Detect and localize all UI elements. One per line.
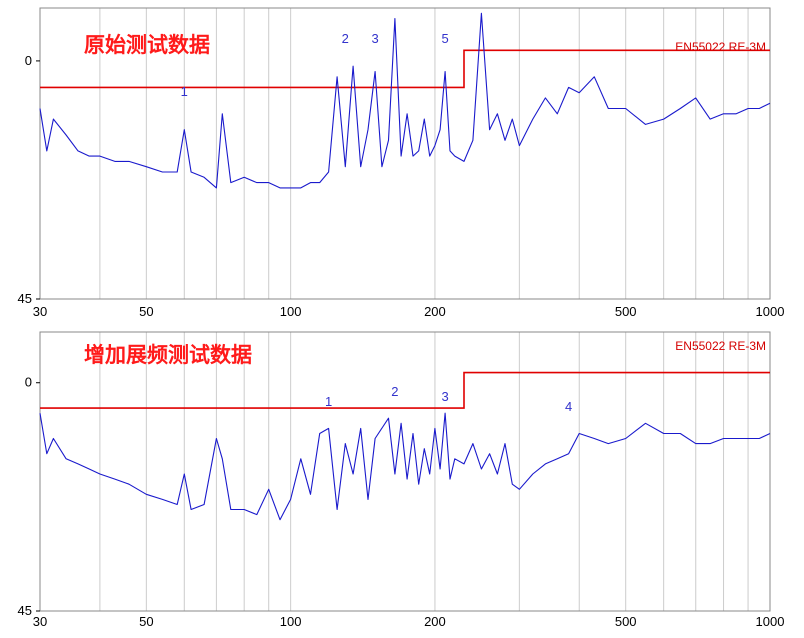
bottom-spectrum-chart: 45 0 30 50 100 200 500 1000 EN55022 RE-3M 1 2 3 4 增加展…: [18, 331, 785, 629]
y-tick-label: 0: [25, 375, 32, 390]
measurement-trace: [39, 412, 771, 521]
plot-area: [40, 8, 770, 299]
x-tick-label: 1000: [756, 304, 785, 319]
plot-frame: [39, 7, 771, 300]
limit-line: [40, 371, 770, 409]
grid-lines: [99, 8, 749, 299]
x-tick-label: 30: [33, 304, 47, 319]
plot-frame: [39, 331, 771, 612]
x-tick-label: 100: [280, 304, 302, 319]
limit-line: [40, 49, 770, 89]
x-tick-label: 30: [33, 614, 47, 629]
limit-line-label: EN55022 RE-3M: [675, 40, 766, 54]
peak-marker-5: 5: [441, 31, 448, 46]
x-tick-label: 200: [424, 304, 446, 319]
peak-marker-3: 3: [441, 389, 448, 404]
peak-marker-1: 1: [181, 84, 188, 99]
x-tick-label: 200: [424, 614, 446, 629]
x-tick-label: 500: [615, 614, 637, 629]
chart-title: 原始测试数据: [84, 33, 210, 57]
x-tick-label: 50: [139, 614, 153, 629]
measurement-trace: [39, 12, 771, 189]
x-tick-label: 500: [615, 304, 637, 319]
peak-marker-1: 1: [325, 394, 332, 409]
x-tick-label: 100: [280, 614, 302, 629]
x-tick-label: 1000: [756, 614, 785, 629]
peak-marker-2: 2: [342, 31, 349, 46]
grid-lines: [99, 332, 749, 611]
plot-area: [40, 332, 770, 611]
peak-marker-2: 2: [391, 384, 398, 399]
chart-title: 增加展频测试数据: [84, 343, 252, 367]
peak-marker-4: 4: [565, 399, 572, 414]
y-tick-label: 45: [18, 291, 32, 306]
y-tick-label: 45: [18, 603, 32, 618]
limit-line-label: EN55022 RE-3M: [675, 339, 766, 353]
x-tick-label: 50: [139, 304, 153, 319]
y-tick-label: 0: [25, 53, 32, 68]
peak-marker-3: 3: [371, 31, 378, 46]
